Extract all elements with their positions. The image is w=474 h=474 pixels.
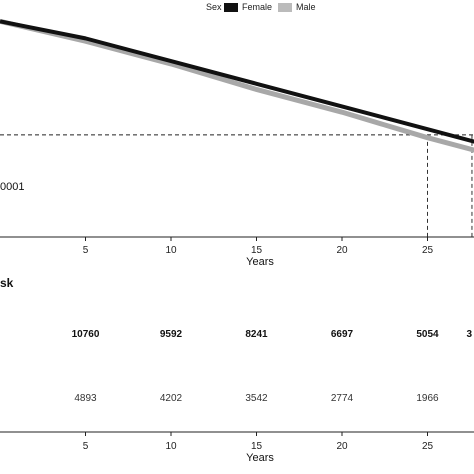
x-axis-ticks: 5 10 15 20 25 [83,237,434,256]
legend-title: Sex [206,2,222,12]
risk-x-tick-label: 15 [251,441,263,452]
legend-male-swatch [278,3,292,12]
curve-male [0,18,474,153]
legend: Sex Female Male [206,2,316,12]
risk-cell-female: 6697 [331,329,354,340]
risk-x-tick-label: 25 [422,441,434,452]
x-axis-title: Years [246,256,274,268]
legend-female-swatch [224,3,238,12]
risk-table-title: sk [0,276,14,290]
curve-female [0,19,474,144]
risk-cell-male: 4202 [160,393,183,404]
risk-cell-clipped: 3 [466,329,472,340]
risk-cell-male: 2774 [331,393,354,404]
risk-x-axis-ticks: 5 10 15 20 25 [83,432,434,452]
risk-table: 10760 9592 8241 6697 5054 3 4893 4202 3542 2774 19… [72,329,473,404]
risk-x-tick-label: 5 [83,441,89,452]
risk-x-axis-title: Years [246,452,274,464]
risk-x-tick-label: 10 [165,441,177,452]
risk-cell-female: 10760 [72,329,100,340]
risk-cell-male: 4893 [74,393,97,404]
x-tick-label: 5 [83,245,89,256]
legend-male-label: Male [296,2,316,12]
risk-cell-male: 1966 [416,393,439,404]
risk-cell-female: 8241 [245,329,268,340]
survival-curves [0,18,474,153]
x-tick-label: 25 [422,245,434,256]
x-tick-label: 20 [336,245,348,256]
risk-cell-male: 3542 [245,393,268,404]
p-value-annotation: 0001 [0,181,24,193]
risk-cell-female: 5054 [416,329,439,340]
legend-female-label: Female [242,2,272,12]
x-tick-label: 15 [251,245,263,256]
x-tick-label: 10 [165,245,177,256]
risk-cell-female: 9592 [160,329,183,340]
risk-x-tick-label: 20 [336,441,348,452]
